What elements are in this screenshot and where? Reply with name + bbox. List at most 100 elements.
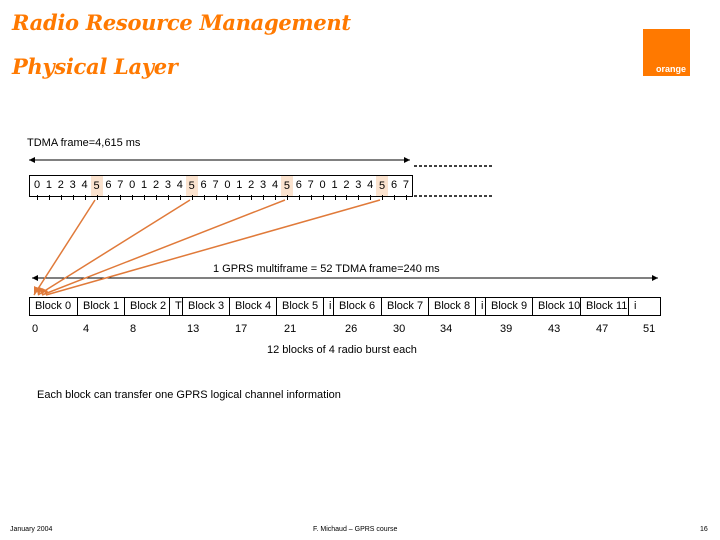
block-5: Block 4: [230, 298, 277, 315]
slot-to-frame-arrowheads: [34, 286, 48, 295]
slot-tick: [382, 195, 384, 200]
frame-number-8: 34: [440, 323, 453, 335]
timeslot-2: 2: [57, 179, 64, 191]
timeslot-20: 4: [271, 179, 279, 191]
slot-tick: [120, 195, 122, 200]
timeslot-15: 7: [212, 179, 219, 191]
timeslot-9: 1: [141, 179, 148, 191]
slot-tick: [275, 195, 276, 200]
block-9: Block 7: [382, 298, 429, 315]
logo-text: orange: [655, 64, 686, 74]
slot-tick: [37, 195, 38, 200]
slot-tick: [251, 195, 253, 200]
slot-tick: [298, 195, 300, 200]
timeslot-19: 3: [260, 179, 267, 191]
slot-tick: [48, 195, 50, 200]
timeslot-1: 1: [45, 179, 52, 191]
timeslot-11: 3: [164, 179, 171, 191]
timeslot-23: 7: [307, 179, 314, 191]
special-frame-3: T: [170, 298, 183, 315]
footer-date: January 2004: [10, 526, 53, 533]
page-number: 16: [700, 526, 708, 533]
slot-tick: [227, 195, 229, 200]
blocks-caption: 12 blocks of 4 radio burst each: [267, 344, 417, 356]
timeslot-13: 5: [185, 176, 198, 196]
timeslot-25: 1: [331, 179, 338, 191]
timeslot-3: 3: [69, 179, 76, 191]
slot-tick: [191, 195, 193, 200]
block-2: Block 2: [125, 298, 170, 315]
timeslot-27: 3: [355, 179, 362, 191]
slot-tick: [156, 195, 157, 200]
timeslot-5: 5: [90, 176, 103, 196]
timeslot-26: 2: [343, 179, 350, 191]
special-frame-11: i: [476, 298, 486, 315]
timeslot-16: 0: [224, 179, 231, 191]
slot-tick: [310, 195, 312, 200]
block-13: Block 10: [533, 298, 581, 315]
timeslot-17: 1: [236, 179, 243, 191]
frame-number-6: 26: [345, 323, 358, 335]
block-1: Block 1: [78, 298, 125, 315]
timeslot-29: 5: [376, 176, 389, 196]
slot-tick: [322, 195, 324, 200]
slot-tick: [84, 195, 86, 200]
block-14: Block 11: [581, 298, 629, 315]
slot-tick: [144, 195, 146, 200]
timeslot-24: 0: [319, 179, 326, 191]
block-0: Block 0: [30, 298, 78, 315]
slot-tick: [108, 195, 110, 200]
block-4: Block 3: [183, 298, 230, 315]
multiframe-arrow-left: [32, 275, 38, 281]
block-12: Block 9: [486, 298, 533, 315]
slot-tick: [286, 195, 288, 200]
timeslot-30: 6: [390, 179, 398, 191]
frame-number-5: 21: [284, 323, 297, 335]
timeslot-21: 5: [280, 176, 293, 196]
slot-tick: [179, 195, 181, 200]
title-line-2: Physical Layer: [12, 54, 178, 79]
timeslot-4: 4: [81, 179, 88, 191]
frame-number-9: 39: [500, 323, 513, 335]
block-capacity-note: Each block can transfer one GPRS logical…: [37, 389, 341, 401]
frame-number-4: 17: [235, 323, 248, 335]
timeslot-10: 2: [152, 179, 160, 191]
slot-tick: [394, 195, 395, 200]
frame-number-1: 4: [83, 323, 90, 335]
timeslot-18: 2: [248, 179, 255, 191]
slot-tick: [334, 195, 336, 200]
slot-tick: [203, 195, 205, 200]
tdma-frame-label: TDMA frame=4,615 ms: [27, 137, 141, 149]
frame-number-3: 13: [187, 323, 200, 335]
slot-tick: [72, 195, 74, 200]
timeslot-0: 0: [33, 179, 41, 191]
slot-tick: [132, 195, 134, 200]
slot-tick: [263, 195, 265, 200]
slot-tick: [96, 195, 98, 200]
frame-number-2: 8: [130, 323, 137, 335]
timeslot-12: 4: [176, 179, 183, 191]
frame-number-0: 0: [32, 323, 39, 335]
blocks-row: Block 0 Block 1 Block 2 T Block 3 Block 4 Bloc…: [29, 297, 661, 316]
frame-span-arrow-left: [29, 157, 35, 163]
timeslot-31: 7: [402, 179, 409, 191]
block-10: Block 8: [429, 298, 476, 315]
timeslot-22: 6: [295, 179, 302, 191]
timeslot-8: 0: [129, 179, 136, 191]
slot-tick: [405, 195, 407, 200]
slot-tick: [60, 195, 62, 200]
multiframe-label: 1 GPRS multiframe = 52 TDMA frame=240 ms: [213, 263, 440, 275]
frame-number-7: 30: [393, 323, 406, 335]
timeslot-14: 6: [200, 179, 207, 191]
slot-to-frame-arrows: [33, 199, 381, 296]
title-line-1: Radio Resource Management: [12, 10, 351, 35]
frame-number-12: 51: [643, 323, 656, 335]
frame-number-10: 43: [548, 323, 561, 335]
block-6: Block 5: [277, 298, 324, 315]
slot-tick: [370, 195, 372, 200]
timeslot-6: 6: [105, 179, 112, 191]
frame-span-arrow-right: [404, 157, 410, 163]
slot-tick: [215, 195, 217, 200]
